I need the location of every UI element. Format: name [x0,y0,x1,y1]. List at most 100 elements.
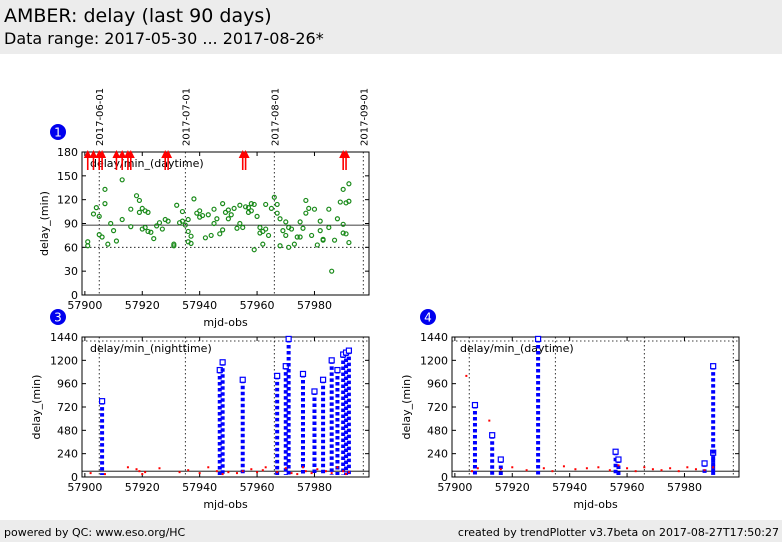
plots-canvas: 2017-06-01 2017-07-01 2017-08-01 2017-09-01… [30,88,740,511]
data-point [133,193,140,199]
data-point [165,218,171,224]
data-point [208,232,214,239]
date-label: 2017-09-01 [359,88,370,146]
data-point [142,224,148,231]
data-point [677,470,680,473]
y-tick-label: 0 [71,471,78,484]
data-point [108,220,114,227]
data-point [241,470,244,473]
x-tick-label: 57900 [67,299,102,312]
data-point [182,222,188,228]
data-point [489,432,496,439]
date-label: 2017-08-01 [270,88,281,146]
data-point [465,374,468,377]
data-point [179,208,186,215]
data-point [294,234,300,240]
offscale-arrow-head [241,150,250,158]
data-point [497,456,504,463]
x-tick-label: 57960 [240,481,275,494]
data-point [326,206,332,212]
offscale-arrow-head [89,150,98,158]
x-axis-label: mjd-obs [203,498,248,511]
data-point [110,228,117,234]
data-point [113,238,120,244]
data-point [274,372,281,379]
data-point [251,201,257,208]
y-tick-label: 240 [427,448,448,461]
y-tick-label: 480 [57,424,78,437]
data-point [317,228,323,234]
plot-title: delay/min_(nighttime) [90,342,212,355]
x-tick-label: 57920 [125,299,160,312]
data-point [304,470,307,473]
data-point [274,210,280,216]
data-point [300,225,306,231]
data-point [188,240,194,246]
offscale-arrow-head [112,150,121,158]
data-point [340,230,346,236]
data-point [188,233,194,239]
data-point [99,234,105,240]
data-point [237,202,243,208]
date-label: 2017-07-01 [181,88,192,146]
data-point [271,194,277,200]
data-point [89,472,92,475]
data-point [260,241,266,247]
data-point [306,205,312,212]
data-point [261,469,264,472]
chart-4: 57900 57920 57940 57960 57980 0 240 480 720 960 12… [400,309,740,511]
data-point [198,472,201,475]
data-point [231,205,237,212]
x-axis-label: mjd-obs [203,316,248,329]
data-point [126,466,129,469]
data-point [250,468,253,471]
y-tick-label: 150 [57,170,78,183]
data-point [174,202,180,208]
data-point [237,220,243,227]
data-point [626,467,629,470]
data-point [585,467,588,470]
data-point [93,205,99,211]
data-point [597,466,600,469]
x-axis-label: mjd-obs [573,498,618,511]
date-label: 2017-06-01 [95,88,106,146]
data-point [103,473,106,476]
data-point [511,466,514,469]
data-point [345,347,353,354]
x-tick-label: 57980 [297,481,332,494]
data-point [220,227,226,233]
offscale-arrow-head [98,150,107,158]
data-point [651,468,654,471]
data-point [299,370,307,378]
data-point [105,241,111,247]
data-point [145,209,151,215]
data-point [225,207,231,213]
data-point [154,223,160,229]
chart-number: 4 [424,311,432,325]
data-point [296,473,299,476]
data-point [257,224,263,231]
data-point [320,237,326,243]
data-point [179,218,186,224]
data-point [159,226,165,232]
page-title: AMBER: delay (last 90 days) [4,5,272,27]
data-point [277,216,283,222]
data-point [217,231,223,237]
y-tick-label: 1200 [420,354,448,367]
data-point [330,472,333,475]
data-point [551,470,554,473]
plot-title: delay/min_(daytime) [90,157,204,170]
y-tick-label: 30 [64,265,78,278]
data-point [280,228,286,234]
data-point [178,471,181,474]
y-tick-label: 1440 [50,331,78,344]
y-tick-label: 0 [71,289,78,302]
data-point [96,213,102,219]
data-point [197,208,203,214]
data-point [264,466,267,469]
data-point [660,469,663,472]
plot-frame [81,336,370,478]
data-point [211,220,217,227]
chart-number: 1 [54,126,62,140]
y-tick-label: 1440 [420,331,448,344]
